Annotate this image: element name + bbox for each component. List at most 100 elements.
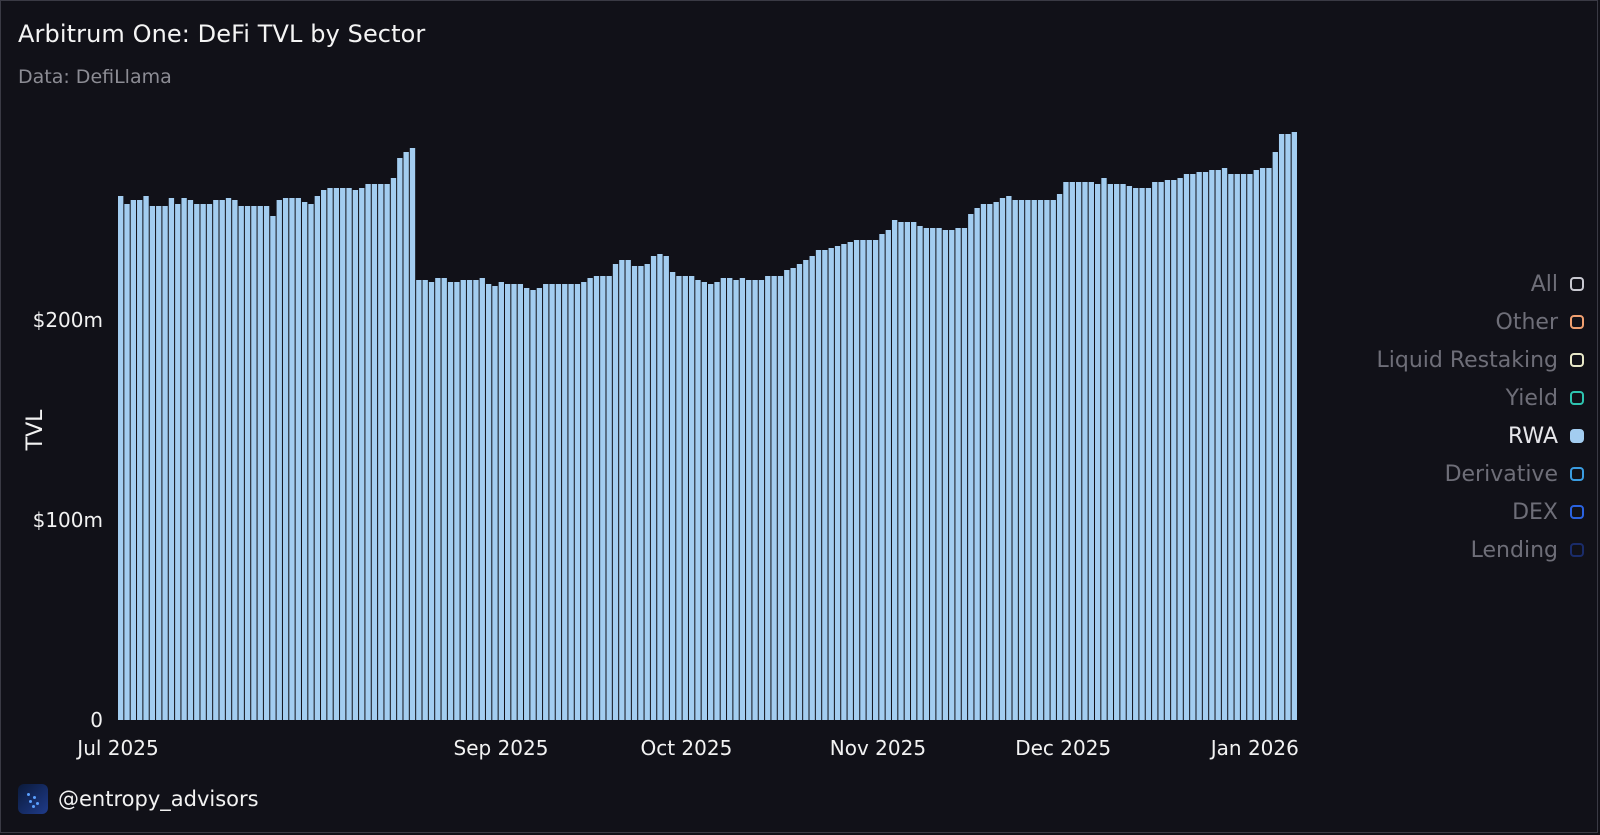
legend-item-yield[interactable]: Yield	[1506, 379, 1584, 417]
legend-label: Lending	[1470, 537, 1558, 563]
bar	[872, 240, 879, 720]
bar	[301, 202, 308, 720]
bar	[752, 280, 758, 720]
bar	[276, 200, 282, 720]
bar	[1101, 178, 1107, 720]
legend-label: Other	[1495, 309, 1558, 335]
bar	[1050, 200, 1056, 720]
bar	[422, 280, 428, 720]
bar	[244, 206, 251, 720]
bar	[435, 278, 441, 720]
bar	[251, 206, 257, 720]
y-axis-ticks: 0 $100m $200m	[33, 308, 103, 732]
legend-item-rwa[interactable]: RWA	[1508, 417, 1584, 455]
bar	[1037, 200, 1044, 720]
bar	[1171, 180, 1177, 720]
bar	[733, 280, 739, 720]
bar	[980, 204, 987, 720]
bar	[162, 206, 168, 720]
bar	[949, 230, 955, 720]
bar	[1018, 200, 1025, 720]
bar	[416, 280, 422, 720]
legend-swatch	[1570, 543, 1584, 557]
bar	[333, 188, 340, 720]
bar	[168, 198, 175, 720]
bar	[359, 188, 365, 720]
bar	[1145, 188, 1152, 720]
bar	[479, 278, 485, 720]
bar	[688, 276, 695, 720]
bar	[841, 244, 847, 720]
bar	[1266, 168, 1272, 720]
bar	[1215, 170, 1221, 720]
bar	[600, 276, 606, 720]
y-tick-label: 0	[90, 708, 103, 732]
bar	[1082, 182, 1088, 720]
bar	[504, 284, 511, 720]
bar	[156, 206, 162, 720]
bar	[809, 256, 815, 720]
bar	[1094, 184, 1101, 720]
legend-label: RWA	[1508, 423, 1558, 449]
bar	[124, 204, 130, 720]
bar	[765, 276, 771, 720]
bar	[130, 200, 137, 720]
bar	[1221, 168, 1228, 720]
bar	[701, 282, 707, 720]
bar	[758, 280, 765, 720]
bar	[1164, 180, 1171, 720]
bar	[270, 216, 276, 720]
bar	[1158, 182, 1164, 720]
legend-item-all[interactable]: All	[1531, 265, 1584, 303]
bar	[708, 284, 714, 720]
bar	[879, 234, 885, 720]
bar	[543, 284, 549, 720]
bar	[1120, 184, 1126, 720]
footer-handle: @entropy_advisors	[58, 787, 259, 811]
bar	[327, 188, 333, 720]
bar	[1285, 134, 1291, 720]
legend-item-dex[interactable]: DEX	[1512, 493, 1584, 531]
bar	[1126, 186, 1133, 720]
bar	[1133, 188, 1139, 720]
bar	[1202, 172, 1209, 720]
legend-item-liquid-restaking[interactable]: Liquid Restaking	[1376, 341, 1584, 379]
bar	[378, 184, 384, 720]
bar	[524, 288, 530, 720]
bar	[739, 278, 746, 720]
entropy-logo-icon	[18, 784, 48, 814]
legend-label: All	[1530, 271, 1558, 297]
bar	[847, 242, 853, 720]
bar	[1075, 182, 1082, 720]
bar	[612, 264, 619, 720]
bar	[581, 282, 587, 720]
bar	[790, 268, 796, 720]
legend-item-derivative[interactable]: Derivative	[1445, 455, 1584, 493]
legend-label: Yield	[1505, 385, 1558, 411]
bar	[987, 204, 993, 720]
legend-item-other[interactable]: Other	[1496, 303, 1584, 341]
bar	[346, 188, 352, 720]
bar	[898, 222, 904, 720]
bar	[936, 228, 942, 720]
bar	[1240, 174, 1247, 720]
bar	[1190, 174, 1196, 720]
bar	[536, 288, 543, 720]
bar	[1152, 182, 1158, 720]
x-tick-label: Dec 2025	[1015, 736, 1111, 760]
bar	[1209, 170, 1215, 720]
legend-item-lending[interactable]: Lending	[1471, 531, 1584, 569]
bar	[194, 204, 200, 720]
bar	[1044, 200, 1050, 720]
bar	[137, 200, 143, 720]
bar	[352, 190, 359, 720]
bar	[1031, 200, 1037, 720]
bar	[340, 188, 346, 720]
bar	[181, 198, 187, 720]
bar	[955, 228, 961, 720]
bar	[834, 246, 841, 720]
bar	[200, 204, 206, 720]
bar	[1247, 174, 1253, 720]
bar	[384, 184, 390, 720]
